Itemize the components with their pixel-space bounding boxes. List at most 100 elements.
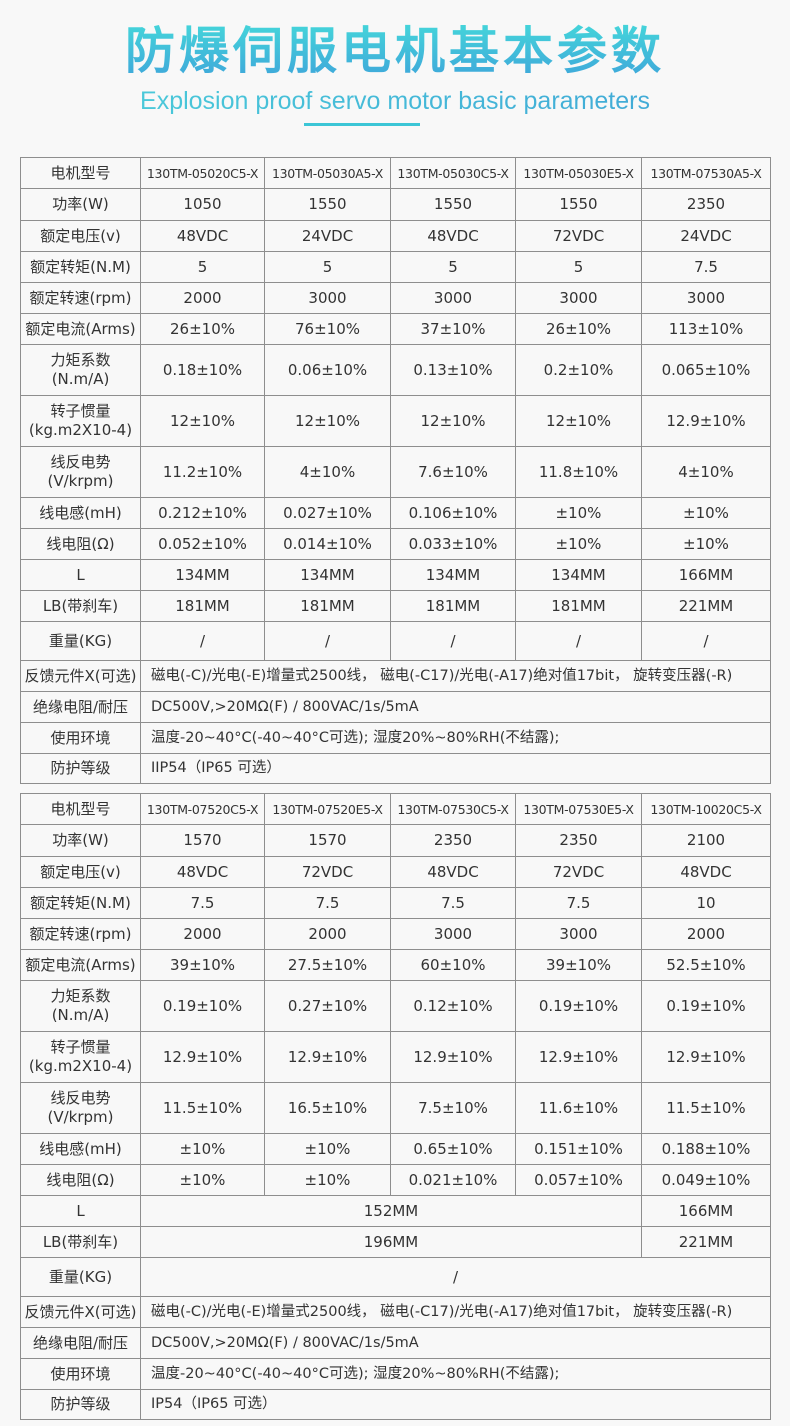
value-cell: 2000 <box>140 918 265 950</box>
value-cell: 24VDC <box>264 220 391 252</box>
row-label: 线电感(mH) <box>20 1133 141 1165</box>
value-cell: 37±10% <box>390 313 516 345</box>
value-cell: 7.5±10% <box>390 1082 516 1134</box>
row-label: 转子惯量 (kg.m2X10-4) <box>20 395 141 447</box>
value-cell: 52.5±10% <box>641 949 771 981</box>
value-cell: 2100 <box>641 824 771 857</box>
value-cell: 温度-20~40°C(-40~40°C可选); 湿度20%~80%RH(不结露)… <box>140 1358 771 1390</box>
value-cell: 72VDC <box>515 856 642 888</box>
value-cell: 181MM <box>140 590 265 622</box>
spec-table-1: 电机型号 130TM-05020C5-X 130TM-05030A5-X 130TM-… <box>20 157 771 784</box>
value-cell: 0.06±10% <box>264 344 391 396</box>
spec-row-length-l: L 152MM 166MM <box>20 1195 771 1227</box>
row-label: 额定电流(Arms) <box>20 949 141 981</box>
value-cell: 3000 <box>390 918 516 950</box>
value-cell: 152MM <box>140 1195 642 1227</box>
value-cell: 磁电(-C)/光电(-E)增量式2500线， 磁电(-C17)/光电(-A17)… <box>140 660 771 692</box>
value-cell: 12±10% <box>140 395 265 447</box>
value-cell: / <box>140 1257 771 1297</box>
value-cell: 1050 <box>140 188 265 221</box>
value-cell: 1570 <box>264 824 391 857</box>
spec-row-inductance: 线电感(mH) 0.212±10% 0.027±10% 0.106±10% ±10% ±1… <box>20 497 771 529</box>
value-cell: ±10% <box>140 1133 265 1165</box>
value-cell: 1550 <box>264 188 391 221</box>
value-cell: / <box>641 621 771 661</box>
value-cell: 10 <box>641 887 771 919</box>
value-cell: 134MM <box>390 559 516 591</box>
value-cell: 0.27±10% <box>264 980 391 1032</box>
model-name-cell: 130TM-05030A5-X <box>264 157 391 189</box>
value-cell: 0.2±10% <box>515 344 642 396</box>
value-cell: 2350 <box>641 188 771 221</box>
value-cell: 26±10% <box>515 313 642 345</box>
row-label: 额定转矩(N.M) <box>20 887 141 919</box>
value-cell: 7.5 <box>264 887 391 919</box>
row-label: LB(带刹车) <box>20 1226 141 1258</box>
row-label: L <box>20 559 141 591</box>
row-label: 使用环境 <box>20 722 141 754</box>
row-label: 反馈元件X(可选) <box>20 660 141 692</box>
value-cell: 0.19±10% <box>140 980 265 1032</box>
value-cell: 0.057±10% <box>515 1164 642 1196</box>
value-cell: 0.052±10% <box>140 528 265 560</box>
value-cell: 16.5±10% <box>264 1082 391 1134</box>
value-cell: 1550 <box>515 188 642 221</box>
value-cell: 11.6±10% <box>515 1082 642 1134</box>
value-cell: ±10% <box>641 528 771 560</box>
value-cell: 0.106±10% <box>390 497 516 529</box>
spec-row-length-lb: LB(带刹车) 196MM 221MM <box>20 1226 771 1258</box>
value-cell: 166MM <box>641 1195 771 1227</box>
value-cell: 72VDC <box>264 856 391 888</box>
value-cell: DC500V,>20MΩ(F) / 800VAC/1s/5mA <box>140 691 771 723</box>
row-label: 线电阻(Ω) <box>20 1164 141 1196</box>
value-cell: 0.12±10% <box>390 980 516 1032</box>
value-cell: 3000 <box>515 282 642 314</box>
value-cell: 181MM <box>264 590 391 622</box>
spec-row-model: 电机型号 130TM-05020C5-X 130TM-05030A5-X 130TM-… <box>20 157 771 189</box>
value-cell: 27.5±10% <box>264 949 391 981</box>
value-cell: 60±10% <box>390 949 516 981</box>
value-cell: 3000 <box>515 918 642 950</box>
value-cell: ±10% <box>515 528 642 560</box>
spec-row-feedback: 反馈元件X(可选) 磁电(-C)/光电(-E)增量式2500线， 磁电(-C17)… <box>20 1296 771 1328</box>
spec-row-environment: 使用环境 温度-20~40°C(-40~40°C可选); 湿度20%~80%RH(… <box>20 722 771 754</box>
value-cell: 221MM <box>641 590 771 622</box>
value-cell: 48VDC <box>140 220 265 252</box>
row-label: L <box>20 1195 141 1227</box>
value-cell: 1550 <box>390 188 516 221</box>
spec-row-resistance: 线电阻(Ω) ±10% ±10% 0.021±10% 0.057±10% 0.049±10… <box>20 1164 771 1196</box>
row-label: 使用环境 <box>20 1358 141 1390</box>
row-label: 额定转矩(N.M) <box>20 251 141 283</box>
spec-row-rated-speed: 额定转速(rpm) 2000 3000 3000 3000 3000 <box>20 282 771 314</box>
value-cell: ±10% <box>641 497 771 529</box>
value-cell: 2350 <box>515 824 642 857</box>
model-name-cell: 130TM-05020C5-X <box>140 157 265 189</box>
value-cell: 72VDC <box>515 220 642 252</box>
value-cell: 0.19±10% <box>641 980 771 1032</box>
spec-table-2: 电机型号 130TM-07520C5-X 130TM-07520E5-X 130TM-… <box>20 793 771 1420</box>
value-cell: 39±10% <box>140 949 265 981</box>
value-cell: 48VDC <box>390 856 516 888</box>
value-cell: 4±10% <box>264 446 391 498</box>
value-cell: 0.014±10% <box>264 528 391 560</box>
spec-row-power: 功率(W) 1570 1570 2350 2350 2100 <box>20 824 771 857</box>
row-label: 额定转速(rpm) <box>20 282 141 314</box>
spec-row-rated-voltage: 额定电压(v) 48VDC 72VDC 48VDC 72VDC 48VDC <box>20 856 771 888</box>
value-cell: 5 <box>515 251 642 283</box>
value-cell: 12.9±10% <box>515 1031 642 1083</box>
spec-row-torque-constant: 力矩系数 (N.m/A) 0.18±10% 0.06±10% 0.13±10% 0.2±1… <box>20 344 771 396</box>
value-cell: 0.151±10% <box>515 1133 642 1165</box>
spec-row-inductance: 线电感(mH) ±10% ±10% 0.65±10% 0.151±10% 0.188±10… <box>20 1133 771 1165</box>
spec-row-rotor-inertia: 转子惯量 (kg.m2X10-4) 12±10% 12±10% 12±10% 12±10%… <box>20 395 771 447</box>
value-cell: 76±10% <box>264 313 391 345</box>
value-cell: 1570 <box>140 824 265 857</box>
page-subtitle: Explosion proof servo motor basic parame… <box>0 86 790 116</box>
value-cell: 48VDC <box>140 856 265 888</box>
spec-row-back-emf: 线反电势 (V/krpm) 11.5±10% 16.5±10% 7.5±10% 11.6±… <box>20 1082 771 1134</box>
value-cell: 7.5 <box>515 887 642 919</box>
spec-row-length-l: L 134MM 134MM 134MM 134MM 166MM <box>20 559 771 591</box>
value-cell: 48VDC <box>641 856 771 888</box>
row-label: 电机型号 <box>20 157 141 189</box>
spec-row-weight: 重量(KG) / <box>20 1257 771 1297</box>
row-label: 线反电势 (V/krpm) <box>20 446 141 498</box>
